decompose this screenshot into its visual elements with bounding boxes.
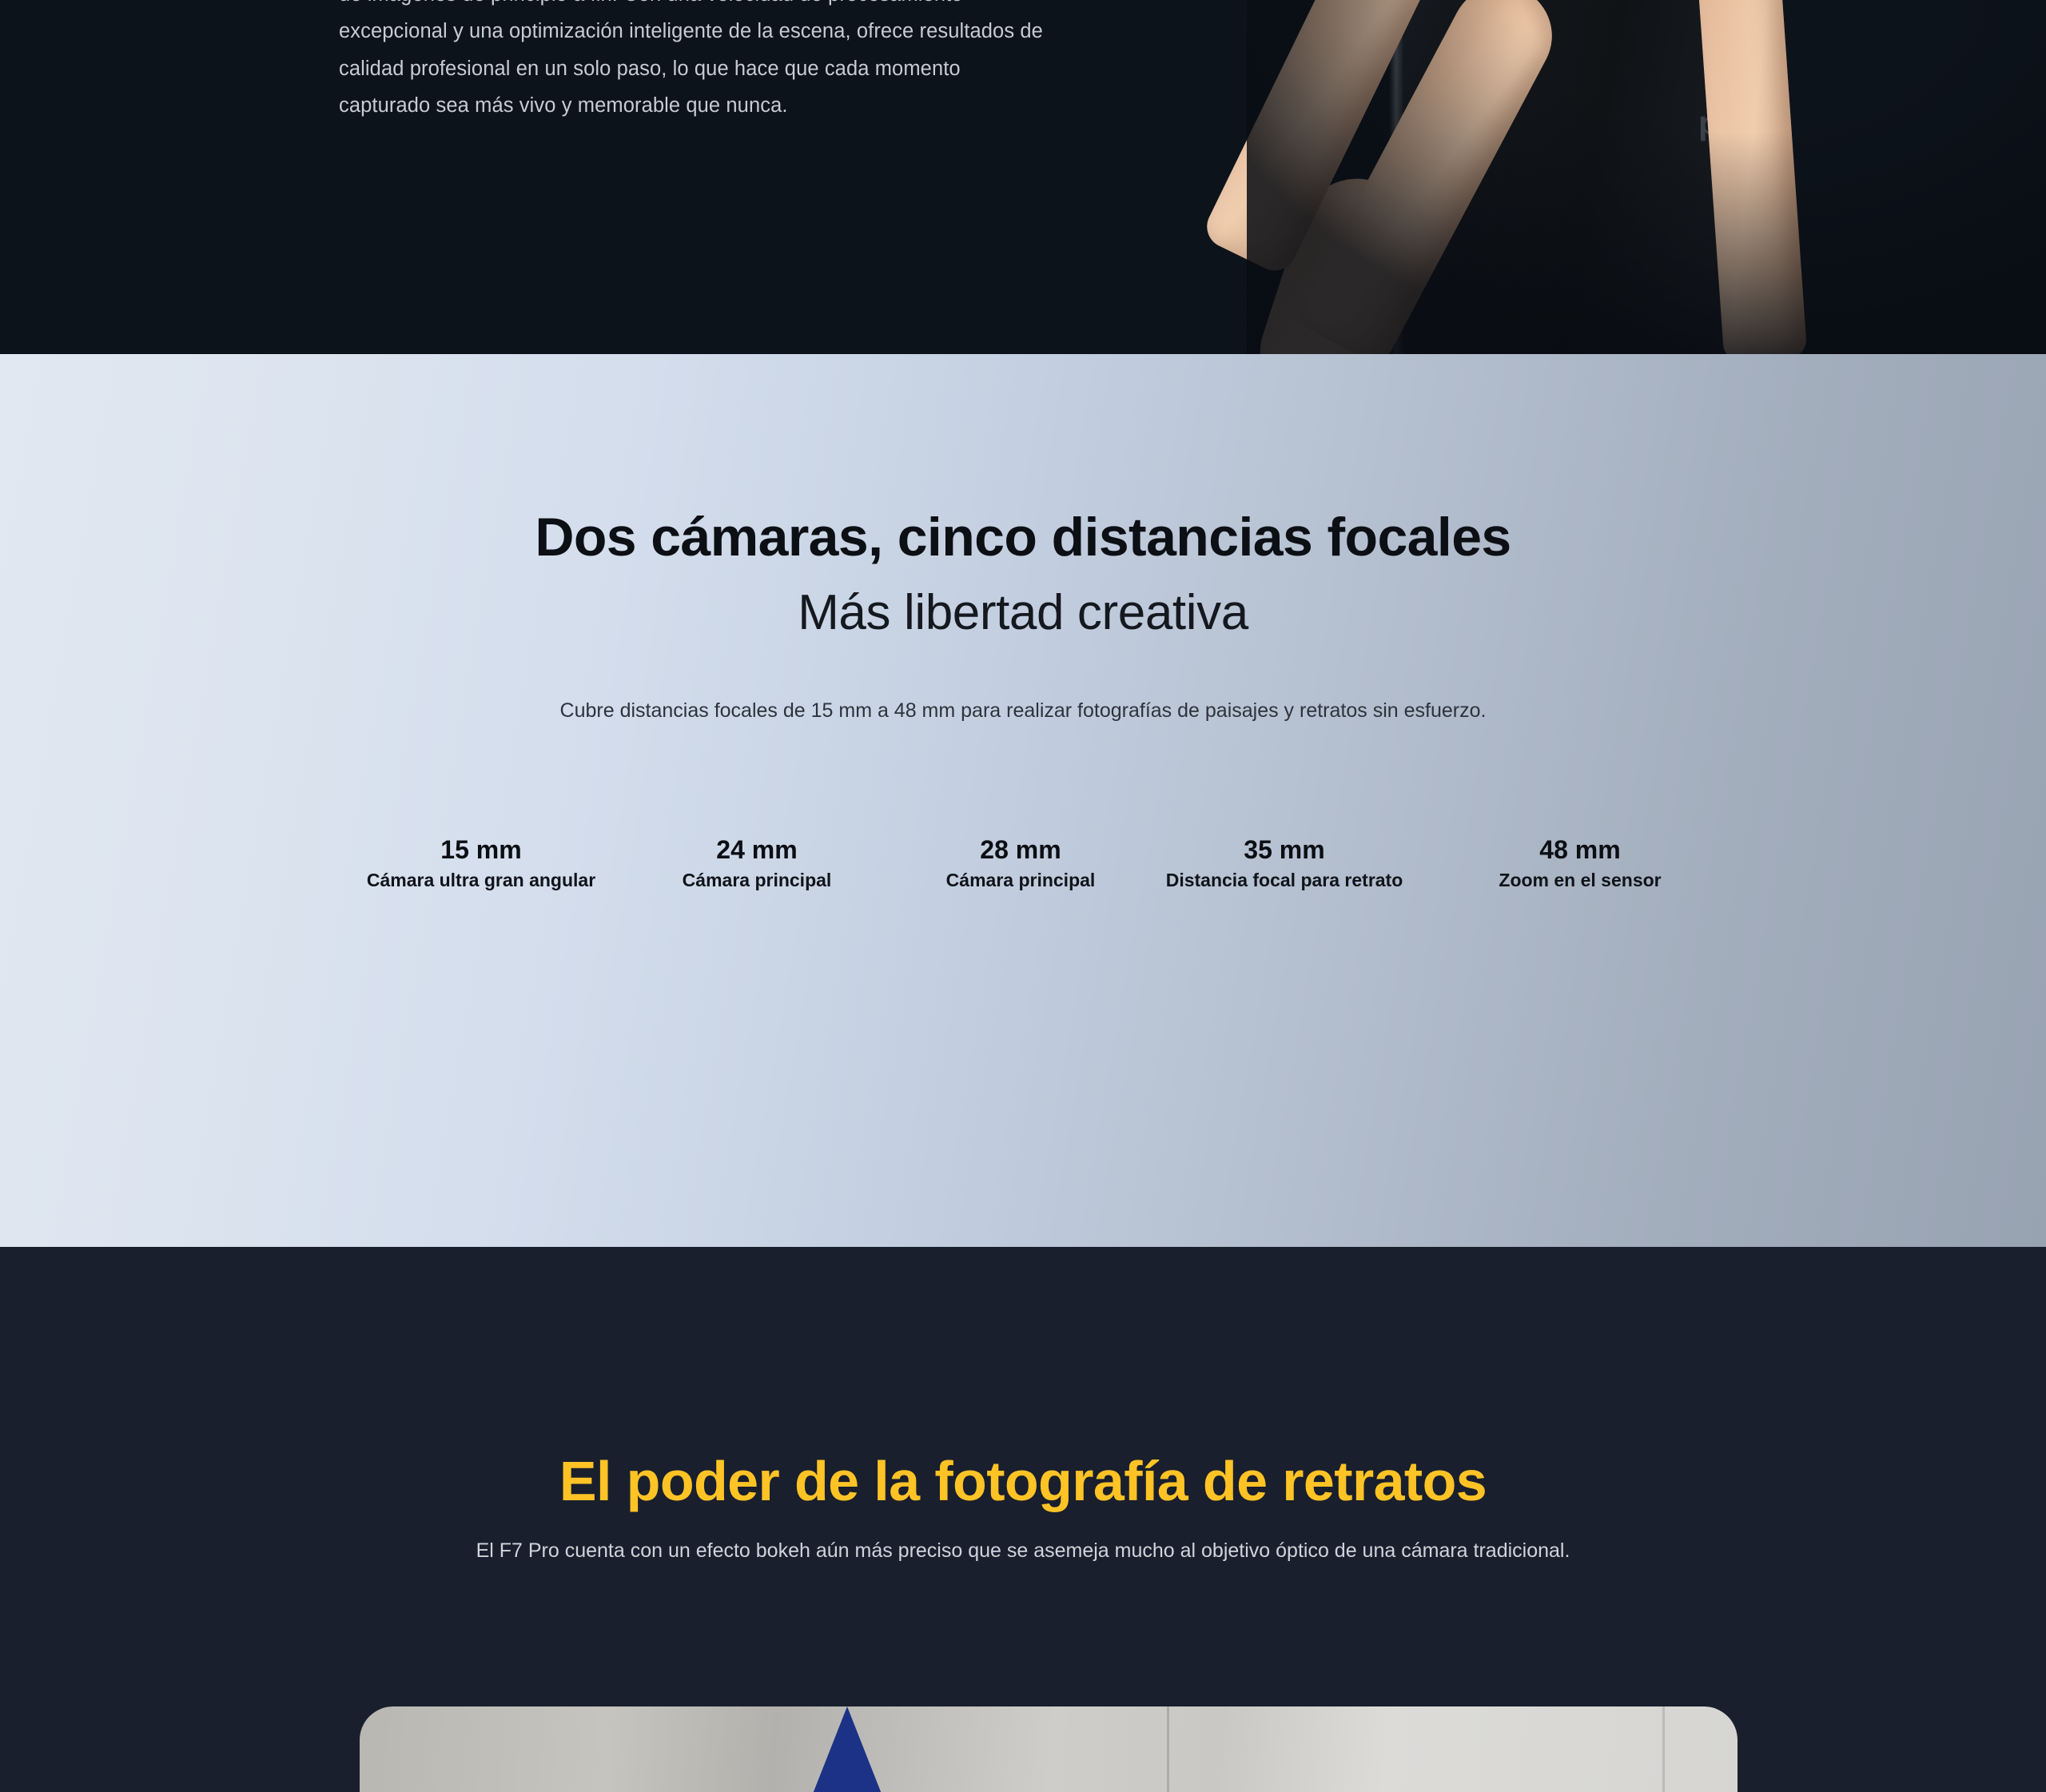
- focal-name-2: Cámara principal: [945, 870, 1096, 890]
- focal-mm-3: 35 mm: [1244, 835, 1325, 864]
- focal-mm-4: 48 mm: [1539, 835, 1621, 864]
- focal-mm-2: 28 mm: [980, 835, 1061, 864]
- portrait-description: El F7 Pro cuenta con un efecto bokeh aún…: [476, 1539, 1570, 1562]
- wall-seam-left: [1167, 1706, 1169, 1792]
- hero-line-0: de imágenes de principio a fin. Con una …: [339, 0, 1146, 13]
- focal-label-col-0: 15 mm Cámara ultra gran angular: [361, 834, 601, 892]
- portrait-section: El poder de la fotografía de retratos El…: [0, 1247, 2046, 1792]
- focal-description: Cubre distancias focales de 15 mm a 48 m…: [559, 699, 1487, 722]
- focal-label-col-3: 35 mm Distancia focal para retrato: [1164, 834, 1404, 892]
- portrait-title: El poder de la fotografía de retratos: [559, 1450, 1487, 1512]
- wall-seam-right: [1662, 1706, 1665, 1792]
- hero-line-2: calidad profesional en un solo paso, lo …: [339, 57, 961, 80]
- focal-length-section: Dos cámaras, cinco distancias focales Má…: [0, 354, 2046, 1247]
- hero-section: poco de imágenes de principio a fin. Con…: [0, 0, 2046, 354]
- focal-label-row: 15 mm Cámara ultra gran angular 24 mm Cá…: [361, 834, 1704, 946]
- focal-label-col-1: 24 mm Cámara principal: [637, 834, 877, 892]
- focal-name-3: Distancia focal para retrato: [1165, 870, 1403, 890]
- focal-name-0: Cámara ultra gran angular: [366, 870, 596, 890]
- focal-name-1: Cámara principal: [682, 870, 832, 890]
- focal-label-col-2: 28 mm Cámara principal: [901, 834, 1140, 892]
- focal-title: Dos cámaras, cinco distancias focales: [535, 507, 1511, 567]
- hero-line-3: capturado sea más vivo y memorable que n…: [339, 94, 788, 117]
- focal-mm-1: 24 mm: [716, 835, 798, 864]
- focal-label-col-4: 48 mm Zoom en el sensor: [1460, 834, 1700, 892]
- focal-name-4: Zoom en el sensor: [1499, 870, 1662, 890]
- focal-mm-0: 15 mm: [440, 835, 522, 864]
- hero-paragraph: de imágenes de principio a fin. Con una …: [339, 0, 1146, 125]
- hero-phone-photo: poco: [1200, 0, 2046, 354]
- hero-line-1: excepcional y una optimización inteligen…: [339, 20, 1043, 43]
- portrait-subject: [743, 1706, 951, 1792]
- focal-subtitle: Más libertad creativa: [798, 585, 1248, 640]
- portrait-sample-image: [360, 1706, 1738, 1792]
